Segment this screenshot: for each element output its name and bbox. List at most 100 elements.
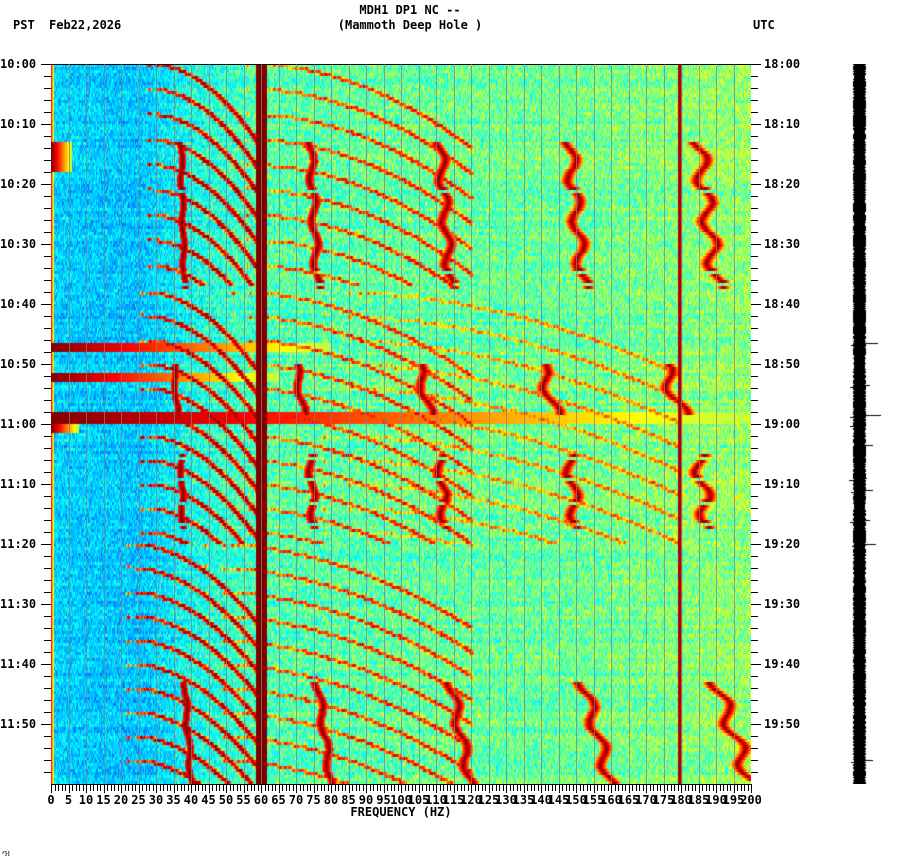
y-tick-right: [751, 388, 758, 389]
x-tick-label: 60: [253, 793, 269, 807]
x-tick: [632, 784, 633, 791]
x-tick: [292, 784, 294, 791]
x-tick: [282, 784, 283, 791]
x-tick: [184, 784, 185, 791]
x-tick-label: 10: [78, 793, 94, 807]
x-tick: [194, 784, 196, 791]
x-tick: [611, 784, 612, 793]
y-tick-left: [44, 772, 51, 773]
x-tick: [530, 784, 532, 791]
x-tick: [177, 784, 178, 791]
x-tick: [488, 784, 490, 793]
x-tick-label: 80: [323, 793, 339, 807]
y-tick-left: [44, 148, 51, 149]
y-tick-right: [751, 364, 761, 365]
x-tick: [408, 784, 409, 791]
y-tick-left: [44, 760, 51, 761]
x-tick-label: 190: [705, 793, 727, 807]
x-tick: [61, 784, 63, 791]
x-tick: [317, 784, 318, 791]
y-tick-label-utc: 19:10: [764, 477, 801, 491]
x-tick-label: 20: [113, 793, 129, 807]
y-tick-left: [44, 640, 51, 641]
y-tick-left: [44, 448, 51, 449]
x-tick: [695, 784, 696, 791]
y-tick-right: [751, 340, 758, 341]
x-tick: [107, 784, 108, 791]
y-tick-right: [751, 124, 761, 125]
x-tick: [156, 784, 157, 793]
x-tick: [369, 784, 371, 791]
y-tick-left: [44, 568, 51, 569]
x-tick: [534, 784, 535, 791]
x-tick: [373, 784, 374, 791]
x-tick-label: 135: [512, 793, 535, 807]
y-tick-label-pst: 11:30: [0, 597, 37, 611]
x-tick: [397, 784, 399, 791]
x-tick: [138, 784, 140, 793]
x-tick: [670, 784, 672, 791]
x-tick: [299, 784, 301, 791]
y-tick-right: [751, 88, 758, 89]
x-tick-label: 70: [288, 793, 304, 807]
x-tick: [142, 784, 143, 791]
x-tick-label: 85: [341, 793, 356, 807]
x-tick-label: 165: [617, 793, 640, 807]
y-tick-label-pst: 10:30: [0, 237, 37, 251]
y-tick-left: [44, 400, 51, 401]
x-tick-label: 195: [722, 793, 745, 807]
x-tick: [485, 784, 486, 791]
x-tick: [166, 784, 168, 791]
x-tick: [520, 784, 521, 791]
x-tick: [240, 784, 241, 791]
y-tick-right: [751, 616, 758, 617]
x-tick: [569, 784, 570, 791]
y-tick-left: [44, 580, 51, 581]
y-tick-left: [44, 328, 51, 329]
x-tick: [236, 784, 238, 791]
x-tick: [96, 784, 98, 791]
x-tick: [646, 784, 647, 793]
x-tick-label: 145: [547, 793, 570, 807]
x-tick: [306, 784, 308, 791]
x-tick: [135, 784, 136, 791]
y-tick-label-utc: 18:20: [764, 177, 801, 191]
x-tick-label: 125: [477, 793, 500, 807]
y-tick-right: [751, 508, 758, 509]
x-tick-label: 105: [407, 793, 430, 807]
x-tick: [516, 784, 518, 791]
x-tick: [446, 784, 448, 791]
x-tick: [103, 784, 105, 793]
x-tick: [163, 784, 164, 791]
y-tick-left: [41, 124, 51, 125]
x-tick: [474, 784, 476, 791]
x-tick: [296, 784, 297, 793]
x-tick: [79, 784, 80, 791]
y-tick-left: [44, 676, 51, 677]
x-tick: [716, 784, 717, 793]
x-tick: [663, 784, 665, 793]
x-tick: [558, 784, 560, 793]
x-tick: [208, 784, 210, 793]
y-tick-right: [751, 568, 758, 569]
x-tick: [481, 784, 483, 791]
y-tick-label-utc: 18:10: [764, 117, 801, 131]
x-tick: [327, 784, 329, 791]
y-tick-right: [751, 580, 758, 581]
x-tick-label: 150: [565, 793, 587, 807]
y-tick-left: [41, 244, 51, 245]
y-tick-left: [44, 136, 51, 137]
y-tick-right: [751, 376, 758, 377]
x-tick: [247, 784, 248, 791]
x-tick: [275, 784, 276, 791]
y-tick-left: [44, 520, 51, 521]
right-timezone-label: UTC: [753, 18, 775, 32]
y-tick-left: [44, 472, 51, 473]
y-tick-left: [44, 436, 51, 437]
x-tick: [684, 784, 686, 791]
x-tick-label: 15: [96, 793, 111, 807]
y-tick-right: [751, 232, 758, 233]
x-tick: [383, 784, 385, 793]
y-tick-right: [751, 712, 758, 713]
y-tick-label-utc: 19:40: [764, 657, 801, 671]
